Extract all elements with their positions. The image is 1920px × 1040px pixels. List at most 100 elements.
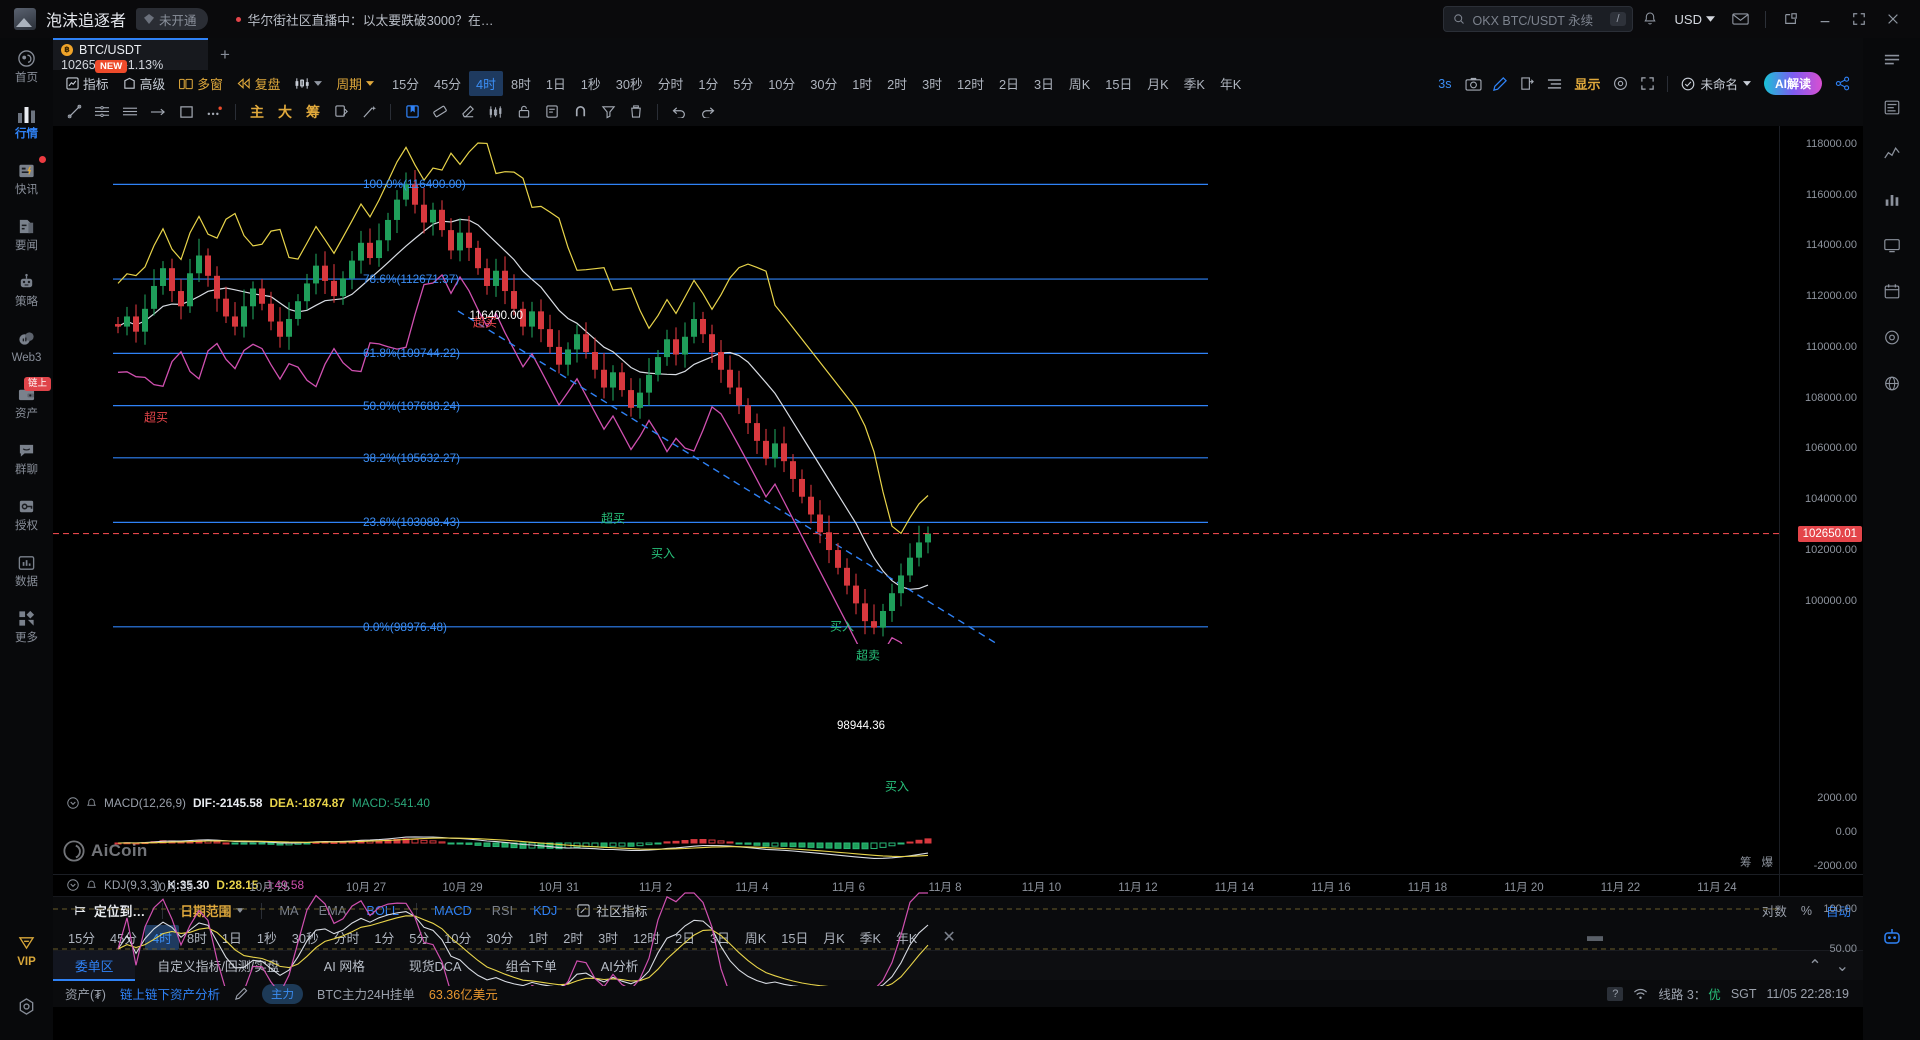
display-button[interactable]: 显示 xyxy=(1574,77,1601,92)
timeframe-30分[interactable]: 30分 xyxy=(810,77,838,92)
parallel-channel-icon[interactable] xyxy=(89,100,115,124)
magnet-icon[interactable] xyxy=(567,100,593,124)
macd-header[interactable]: MACD(12,26,9) DIF:-2145.58 DEA:-1874.87 … xyxy=(67,796,430,810)
globe-icon[interactable] xyxy=(1863,360,1920,406)
chevron-up-icon[interactable]: ⌃ xyxy=(1808,957,1822,975)
kdj-header[interactable]: KDJ(9,3,3) K:35.30 D:28.15 J:49.58 xyxy=(67,878,304,892)
arrow-icon[interactable] xyxy=(145,100,171,124)
symbol-tab[interactable]: ฿ BTC/USDT 102650.01 -1.13% xyxy=(53,38,208,72)
alert-icon[interactable] xyxy=(1863,314,1920,360)
list-icon[interactable] xyxy=(1863,38,1920,84)
trash-icon[interactable] xyxy=(623,100,649,124)
timeframe-10分[interactable]: 10分 xyxy=(768,77,796,92)
sidebar-item-markets[interactable]: 行情 xyxy=(0,94,53,150)
robot2-icon[interactable] xyxy=(1863,914,1920,960)
bottom-timeframe-1时[interactable]: 1时 xyxy=(528,930,549,946)
bottom-timeframe-3时[interactable]: 3时 xyxy=(598,930,619,946)
time-axis[interactable]: 10月 23 10月 25 10月 27 10月 29 10月 31 11月 2 11月 4… xyxy=(53,874,1863,896)
chart-area[interactable]: 100.0%(116400.00) 78.6%(112671.37) 61.8%(1… xyxy=(53,126,1863,986)
close-icon[interactable] xyxy=(1876,4,1910,34)
username-label[interactable]: 泡沫追逐者 xyxy=(46,13,127,30)
indicator-rsi[interactable]: RSI xyxy=(491,903,514,918)
undo-icon[interactable] xyxy=(666,100,692,124)
onchain-analysis-link[interactable]: 链上链下资产分析 xyxy=(119,988,220,1002)
maximize-icon[interactable] xyxy=(1842,4,1876,34)
sidebar-item-headlines[interactable]: 要闻 xyxy=(0,206,53,262)
search-input[interactable]: OKX BTC/USDT 永续 / xyxy=(1442,6,1633,32)
timeframe-月K[interactable]: 月K xyxy=(1147,77,1169,92)
timeframe-8时[interactable]: 8时 xyxy=(510,77,531,92)
bottom-timeframe-分时[interactable]: 分时 xyxy=(333,930,360,946)
timeframe-1分[interactable]: 1分 xyxy=(698,77,719,92)
depth-icon[interactable] xyxy=(1863,176,1920,222)
restore-icon[interactable] xyxy=(1774,4,1808,34)
timeframe-分时[interactable]: 分时 xyxy=(657,77,684,92)
minimize-icon[interactable] xyxy=(1808,4,1842,34)
list-icon[interactable] xyxy=(1541,72,1567,96)
main-force-badge[interactable]: 主力 xyxy=(261,983,303,1004)
trendline-icon[interactable] xyxy=(61,100,87,124)
rectangle-icon[interactable] xyxy=(173,100,199,124)
indicator-ema[interactable]: EMA xyxy=(318,903,347,918)
timeframe-1时[interactable]: 1时 xyxy=(852,77,873,92)
price-axis[interactable]: 118000.00 116000.00 114000.00 112000.00 1100… xyxy=(1779,126,1863,896)
orderbook-icon[interactable] xyxy=(1863,84,1920,130)
indicator-macd[interactable]: MACD xyxy=(434,903,472,918)
sidebar-item-data[interactable]: 数据 xyxy=(0,542,53,598)
timeframe-3时[interactable]: 3时 xyxy=(922,77,943,92)
replay-button[interactable]: 复盘 xyxy=(230,72,288,95)
locate-button[interactable]: 定位到… xyxy=(65,898,154,923)
timeframe-45分[interactable]: 45分 xyxy=(434,77,462,92)
close-timeframe-icon[interactable]: ✕ xyxy=(942,929,956,946)
bottom-timeframe-季K[interactable]: 季K xyxy=(859,930,881,946)
screen-icon[interactable] xyxy=(1863,222,1920,268)
share-icon[interactable] xyxy=(1829,72,1855,96)
horizontal-rays-icon[interactable] xyxy=(117,100,143,124)
bottom-timeframe-1秒[interactable]: 1秒 xyxy=(256,930,277,946)
sidebar-item-strategy[interactable]: 策略 xyxy=(0,262,53,318)
eraser-icon[interactable] xyxy=(455,100,481,124)
pen-icon[interactable] xyxy=(1487,72,1513,96)
note-icon[interactable] xyxy=(539,100,565,124)
news-ticker[interactable]: 华尔街社区直播中：以太要跌破3000？在… xyxy=(235,10,494,29)
bottom-timeframe-8时[interactable]: 8时 xyxy=(186,930,207,946)
bottom-timeframe-30分[interactable]: 30分 xyxy=(486,930,514,946)
period-button[interactable]: 周期 xyxy=(329,72,381,95)
indicator-kdj[interactable]: KDJ xyxy=(533,903,558,918)
sidebar-item-assets[interactable]: 链上 资产 xyxy=(0,374,53,430)
timeframe-4时[interactable]: 4时 xyxy=(469,71,503,96)
bottom-timeframe-15日[interactable]: 15日 xyxy=(781,930,809,946)
timeframe-年K[interactable]: 年K xyxy=(1219,77,1242,92)
bottom-tab-委单区[interactable]: 委单区 xyxy=(53,950,136,981)
filter-icon[interactable] xyxy=(595,100,621,124)
help-icon[interactable]: ? xyxy=(1607,986,1624,1001)
timeframe-15分[interactable]: 15分 xyxy=(391,77,419,92)
sidebar-item-home[interactable]: 首页 xyxy=(0,38,53,94)
price-chart[interactable] xyxy=(53,126,1863,644)
mail-icon[interactable] xyxy=(1723,4,1757,34)
sidebar-item-vip[interactable]: VIP xyxy=(0,922,53,978)
sidebar-item-chat[interactable]: 群聊 xyxy=(0,430,53,486)
timeframe-5分[interactable]: 5分 xyxy=(733,77,754,92)
community-indicator-button[interactable]: 社区指标 xyxy=(568,898,656,923)
bottom-timeframe-月K[interactable]: 月K xyxy=(823,930,845,946)
sidebar-item-news-flash[interactable]: 快讯 xyxy=(0,150,53,206)
timeframe-30秒[interactable]: 30秒 xyxy=(615,77,643,92)
timeframe-2日[interactable]: 2日 xyxy=(999,77,1019,92)
calendar-icon[interactable] xyxy=(1863,268,1920,314)
ai-interpret-button[interactable]: AI解读 xyxy=(1763,72,1822,95)
indicator-button[interactable]: 指标 xyxy=(59,72,116,95)
bottom-timeframe-2时[interactable]: 2时 xyxy=(563,930,584,946)
multiwindow-button[interactable]: 多窗 xyxy=(172,72,230,95)
candle-pattern-icon[interactable] xyxy=(483,100,509,124)
large-order-tool[interactable]: 大 xyxy=(278,103,292,120)
bottom-tab-现货DCA[interactable]: 现货DCA xyxy=(408,959,462,974)
timeframe-1日[interactable]: 1日 xyxy=(545,77,566,92)
magic-wand-icon[interactable] xyxy=(356,100,382,124)
redo-icon[interactable] xyxy=(694,100,720,124)
fullscreen-icon[interactable] xyxy=(1634,72,1660,96)
timeframe-15日[interactable]: 15日 xyxy=(1105,77,1133,92)
copy-icon[interactable] xyxy=(328,100,354,124)
sidebar-item-authorize[interactable]: 授权 xyxy=(0,486,53,542)
log-scale-button[interactable]: 对数 xyxy=(1761,905,1787,919)
